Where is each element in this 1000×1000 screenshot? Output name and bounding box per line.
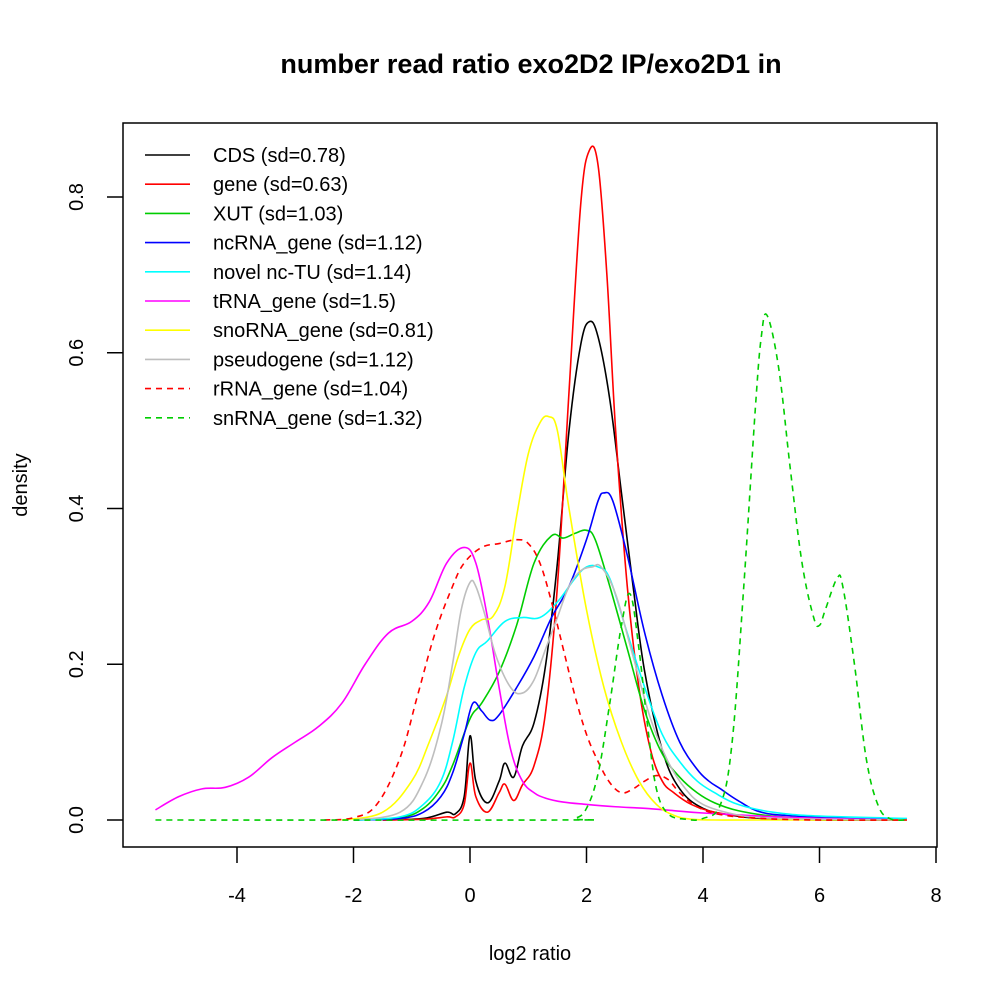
y-tick-label-1: 0.2	[66, 650, 88, 678]
series-line-2	[353, 529, 907, 821]
legend-item-8: rRNA_gene (sd=1.04)	[145, 379, 408, 401]
legend-item-6: snoRNA_gene (sd=0.81)	[145, 320, 434, 342]
series-line-0	[382, 320, 907, 821]
legend-item-1: gene (sd=0.63)	[145, 174, 348, 196]
legend-item-4: novel nc-TU (sd=1.14)	[145, 262, 411, 284]
series-line-5	[155, 546, 907, 821]
x-tick-label-5: 6	[814, 885, 825, 907]
y-axis: 0.0 0.2 0.4 0.6 0.8	[66, 183, 123, 834]
y-tick-label-2: 0.4	[66, 495, 88, 523]
series-line-8	[324, 538, 907, 821]
x-tick-label-1: -2	[345, 885, 363, 907]
x-axis-label: log2 ratio	[489, 943, 571, 965]
legend-label-5: tRNA_gene (sd=1.5)	[213, 291, 396, 313]
y-axis-label: density	[10, 453, 32, 516]
x-tick-label-6: 8	[930, 885, 941, 907]
legend-label-7: pseudogene (sd=1.12)	[213, 349, 414, 371]
legend-item-0: CDS (sd=0.78)	[145, 145, 346, 167]
legend-label-9: snRNA_gene (sd=1.32)	[213, 408, 423, 430]
legend-label-3: ncRNA_gene (sd=1.12)	[213, 233, 423, 255]
x-tick-label-0: -4	[228, 885, 246, 907]
series-line-3	[353, 491, 907, 821]
series-curves	[155, 145, 907, 821]
y-tick-label-0: 0.0	[66, 806, 88, 834]
legend-label-6: snoRNA_gene (sd=0.81)	[213, 320, 434, 342]
x-axis: -4 -2 0 2 4 6 8	[228, 847, 942, 907]
legend-label-1: gene (sd=0.63)	[213, 174, 348, 196]
legend-item-3: ncRNA_gene (sd=1.12)	[145, 233, 423, 255]
legend-label-0: CDS (sd=0.78)	[213, 145, 346, 167]
plot-frame	[122, 122, 938, 848]
series-line-9	[155, 313, 907, 821]
legend-label-2: XUT (sd=1.03)	[213, 203, 343, 225]
x-tick-label-3: 2	[581, 885, 592, 907]
legend: CDS (sd=0.78) gene (sd=0.63) XUT (sd=1.03)…	[145, 145, 434, 430]
series-line-7	[353, 563, 907, 821]
y-tick-label-4: 0.8	[66, 183, 88, 211]
x-tick-label-4: 4	[697, 885, 708, 907]
series-line-6	[341, 415, 907, 821]
legend-label-4: novel nc-TU (sd=1.14)	[213, 262, 411, 284]
chart-title: number read ratio exo2D2 IP/exo2D1 in	[280, 49, 781, 79]
legend-item-2: XUT (sd=1.03)	[145, 203, 343, 225]
legend-label-8: rRNA_gene (sd=1.04)	[213, 379, 408, 401]
x-tick-label-2: 0	[464, 885, 475, 907]
legend-item-7: pseudogene (sd=1.12)	[145, 349, 414, 371]
legend-item-5: tRNA_gene (sd=1.5)	[145, 291, 396, 313]
series-line-1	[382, 145, 907, 821]
legend-item-9: snRNA_gene (sd=1.32)	[145, 408, 423, 430]
y-tick-label-3: 0.6	[66, 339, 88, 367]
